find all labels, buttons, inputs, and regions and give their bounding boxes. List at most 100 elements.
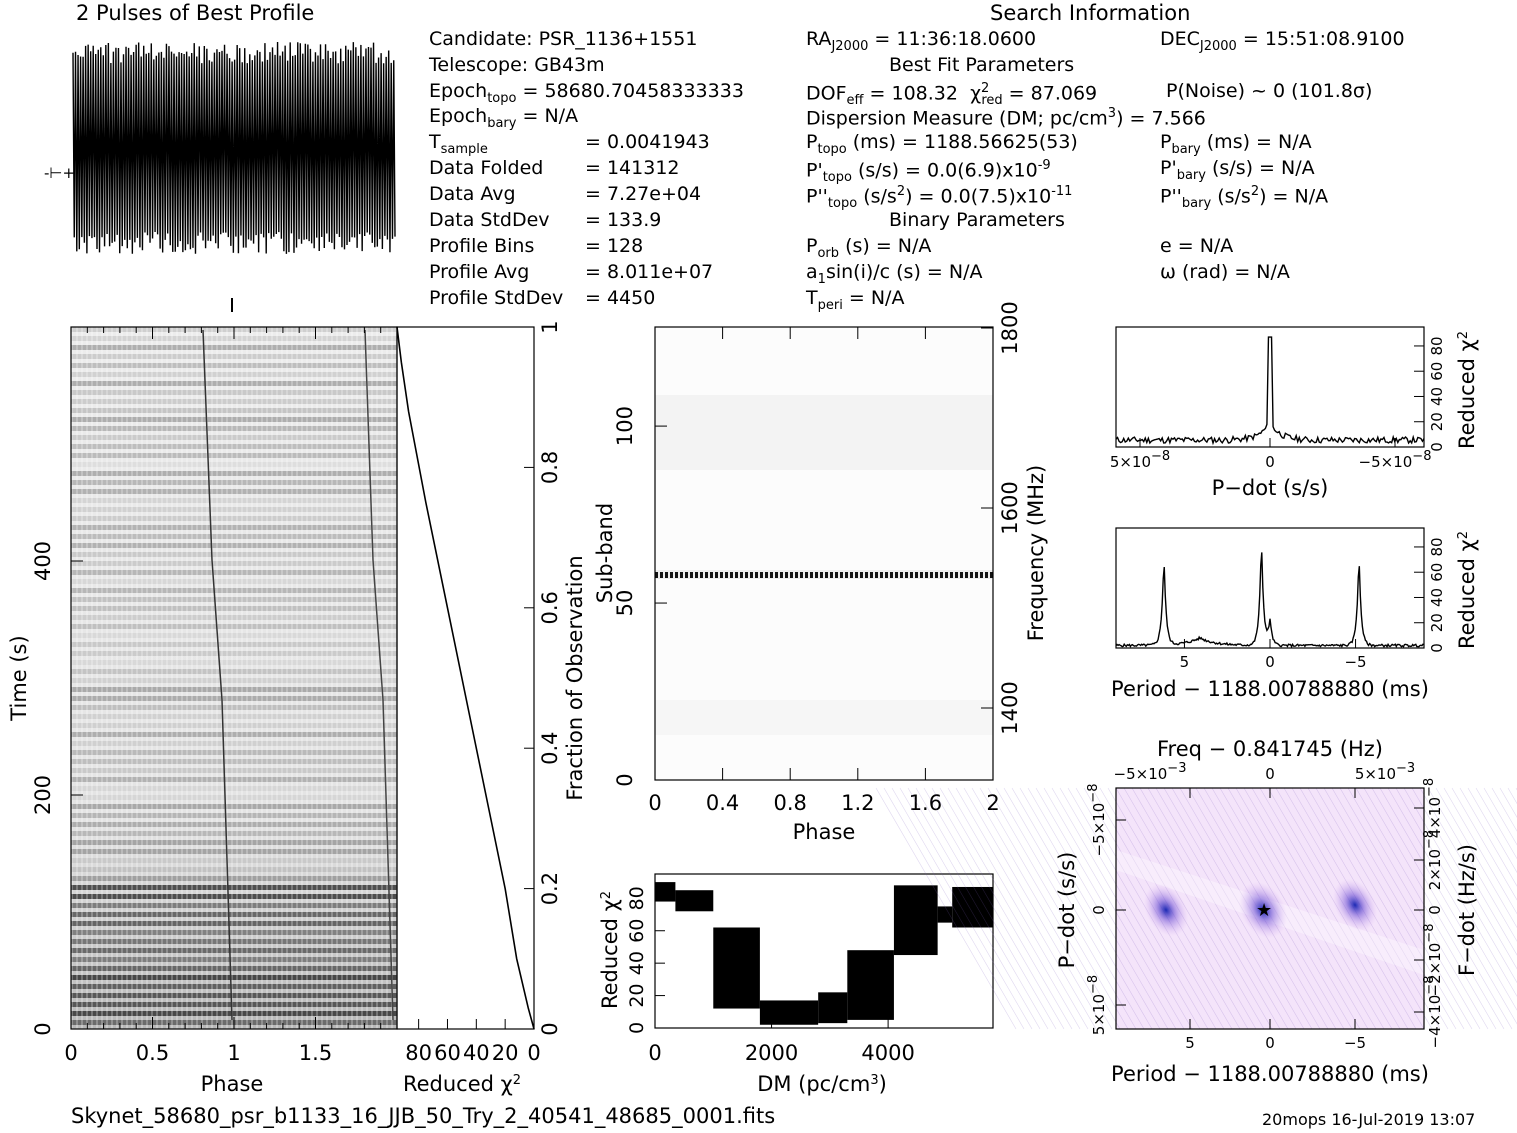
time-phase-row xyxy=(71,723,397,728)
p-pdot-stripe xyxy=(1427,787,1517,942)
time-phase-column xyxy=(116,327,118,1029)
p-pdot-stripe xyxy=(1163,787,1305,1030)
time-phase-plot: 0 0.5 1 1.5 0 200 400 Phase Time (s) xyxy=(7,298,398,1096)
y-tick-label: 0 xyxy=(31,1022,55,1035)
top-tick-label: 5×10−3 xyxy=(1355,761,1415,784)
right-tick-label: −4×10−8 xyxy=(1422,976,1445,1049)
p-pdot-stripe xyxy=(1051,787,1193,1030)
time-phase-column xyxy=(131,327,133,1029)
time-phase-row xyxy=(71,363,397,368)
time-chi-axes: 80 60 40 20 0 0 0.2 0.4 0.6 0.8 1 Reduced χ2 Fractio… xyxy=(403,320,587,1096)
right-axis-label: F−dot (Hz/s) xyxy=(1455,844,1479,976)
dec: DECJ2000 = 15:51:08.9100 xyxy=(1160,28,1405,54)
x-tick-label: −5 xyxy=(1344,653,1366,671)
time-phase-row xyxy=(71,354,397,359)
profile-stddev-value: = 4450 xyxy=(585,287,656,309)
p-bary: Pbary (ms) = N/A xyxy=(1160,131,1312,157)
period-chi-plot: 5 0 −5 0 20 40 60 80 Period − 1188.00788880 (ms)… xyxy=(1111,527,1479,701)
left-tick-label: 0 xyxy=(1090,905,1108,915)
time-phase-column xyxy=(171,327,173,1029)
time-phase-row xyxy=(71,408,397,413)
p-pdot-stripe xyxy=(1499,787,1517,818)
time-chi-plot: 80 60 40 20 0 0 0.2 0.4 0.6 0.8 1 Reduced χ2 Fractio… xyxy=(396,320,587,1096)
time-phase-row xyxy=(71,597,397,602)
p-pdot-stripe xyxy=(875,787,1017,1030)
p-noise: P(Noise) ~ 0 (101.8σ) xyxy=(1166,80,1373,102)
p-pdot-stripe xyxy=(1459,787,1517,887)
t-peri: Tperi = N/A xyxy=(806,287,905,313)
p-pdot-stripe xyxy=(891,787,1033,1030)
p-pdot-stripe xyxy=(979,787,1121,1030)
p-pdot-stripe xyxy=(1235,787,1377,1030)
p-pdot-stripe xyxy=(1379,787,1517,1025)
y-tick-label: 100 xyxy=(613,406,637,446)
p-pdot-stripe xyxy=(1331,787,1473,1030)
time-phase-column xyxy=(286,327,288,1029)
x-tick-label: −5 xyxy=(1344,1034,1366,1052)
time-phase-column xyxy=(101,327,103,1029)
time-phase-row xyxy=(71,561,397,566)
dm-step xyxy=(655,882,676,902)
p-pdot-stripe xyxy=(1395,787,1517,997)
time-phase-row xyxy=(71,651,397,656)
p-pdot-stripe xyxy=(1483,787,1517,846)
time-phase-column xyxy=(221,327,223,1029)
time-phase-column xyxy=(281,327,283,1029)
x-tick-label: 0.8 xyxy=(773,791,806,815)
time-chi-frame xyxy=(396,326,535,1030)
time-phase-column xyxy=(341,327,343,1029)
time-phase-row xyxy=(71,498,397,503)
time-phase-row xyxy=(71,777,397,782)
y-tick-label: 0.2 xyxy=(538,872,562,905)
epoch-topo: Epochtopo = 58680.70458333333 xyxy=(429,80,744,106)
time-phase-column xyxy=(201,327,203,1029)
time-phase-row xyxy=(71,696,397,701)
dm-chi-axes: 0 2000 4000 0 20 40 60 80 DM (pc/cm3) Reduced χ2 xyxy=(598,886,915,1096)
p-pdot-stripe xyxy=(907,787,1049,1030)
dm-chi-plot: 0 2000 4000 0 20 40 60 80 DM (pc/cm3) Reduced χ2 xyxy=(598,873,994,1096)
time-phase-column xyxy=(266,327,268,1029)
time-phase-column xyxy=(331,327,333,1029)
x-tick-label: 40 xyxy=(463,1041,490,1065)
x-axis-label: P−dot (s/s) xyxy=(1212,476,1329,500)
p-pdot-stripe xyxy=(1387,787,1517,1011)
omega: ω (rad) = N/A xyxy=(1160,261,1290,283)
freq-tick-label: 1600 xyxy=(998,481,1022,534)
time-phase-row xyxy=(71,894,397,899)
p-pdot-stripe xyxy=(1491,787,1517,832)
a1-sini: a1sin(i)/c (s) = N/A xyxy=(806,261,983,287)
p-pdot-stripe xyxy=(1059,787,1201,1030)
time-phase-column xyxy=(196,327,198,1029)
pdot-topo: P'topo (s/s) = 0.0(6.9)x10-9 xyxy=(806,158,1051,186)
time-phase-row xyxy=(71,624,397,629)
best-fit-star-icon: ★ xyxy=(1256,900,1272,921)
p-pdot-blob-center xyxy=(1238,881,1288,939)
time-phase-row xyxy=(71,984,397,989)
p-pdot-stripe xyxy=(939,787,1081,1030)
subband-axes: 0 0.4 0.8 1.2 1.6 2 0 50 100 1400 1600 1800 Phase Sub… xyxy=(593,301,1048,844)
time-phase-column xyxy=(141,327,143,1029)
time-phase-column xyxy=(306,327,308,1029)
p-pdot-stripe xyxy=(1067,787,1209,1030)
time-phase-row xyxy=(71,444,397,449)
right-tick-label: 0 xyxy=(1426,905,1444,915)
p-pdot-blob-right xyxy=(1332,878,1378,932)
p-pdot-stripe xyxy=(1443,787,1517,915)
p-pdot-stripe xyxy=(1219,787,1361,1030)
time-phase-row xyxy=(71,1011,397,1016)
p-pdot-stripe xyxy=(1243,787,1385,1030)
dm-step xyxy=(675,890,714,912)
p-pdot-stripe xyxy=(883,787,1025,1030)
time-phase-row xyxy=(71,552,397,557)
time-phase-column xyxy=(251,327,253,1029)
dm-step xyxy=(893,885,938,956)
p-pdot-stripe xyxy=(1403,787,1517,984)
data-avg: Data Avg xyxy=(429,183,516,205)
time-phase-row xyxy=(71,822,397,827)
p-pdot-stripe xyxy=(1043,787,1185,1030)
time-phase-row xyxy=(71,642,397,647)
y-tick-label: 200 xyxy=(31,775,55,815)
p-pdot-stripe xyxy=(995,787,1137,1030)
